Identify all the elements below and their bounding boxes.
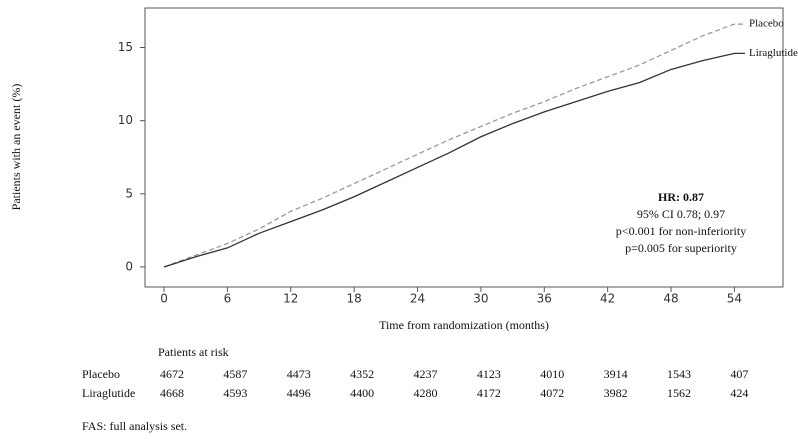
risk-value: 4593 bbox=[223, 386, 247, 400]
risk-value: 4473 bbox=[287, 367, 311, 381]
risk-row-name: Liraglutide bbox=[82, 386, 135, 400]
risk-value: 4400 bbox=[350, 386, 374, 400]
x-tick-label: 24 bbox=[410, 292, 425, 306]
x-tick-label: 54 bbox=[727, 292, 742, 306]
risk-value: 4587 bbox=[223, 367, 247, 381]
y-tick-label: 15 bbox=[118, 40, 133, 54]
y-axis-label: Patients with an event (%) bbox=[9, 84, 23, 211]
risk-value: 4672 bbox=[160, 367, 184, 381]
annotation: p<0.001 for non-inferiority bbox=[616, 224, 746, 238]
risk-value: 4352 bbox=[350, 367, 374, 381]
series-line bbox=[163, 52, 745, 268]
x-axis-label: Time from randomization (months) bbox=[379, 318, 549, 332]
plot-frame bbox=[144, 7, 784, 288]
risk-value: 4668 bbox=[160, 386, 184, 400]
y-tick-label: 0 bbox=[125, 259, 133, 273]
risk-value: 4123 bbox=[477, 367, 501, 381]
risk-value: 4010 bbox=[540, 367, 564, 381]
x-tick-label: 30 bbox=[473, 292, 488, 306]
risk-value: 1543 bbox=[667, 367, 691, 381]
risk-value: 3914 bbox=[604, 367, 628, 381]
risk-value: 3982 bbox=[604, 386, 628, 400]
risk-value: 4280 bbox=[414, 386, 438, 400]
series-label: Liraglutide bbox=[749, 47, 798, 59]
risk-value: 424 bbox=[730, 386, 748, 400]
risk-title: Patients at risk bbox=[158, 345, 229, 359]
risk-row-name: Placebo bbox=[82, 367, 120, 381]
x-tick-label: 0 bbox=[160, 292, 168, 306]
x-tick-label: 12 bbox=[283, 292, 298, 306]
x-tick-label: 36 bbox=[537, 292, 552, 306]
footnote: FAS: full analysis set. bbox=[82, 419, 187, 433]
risk-value: 4172 bbox=[477, 386, 501, 400]
y-tick-label: 10 bbox=[118, 113, 133, 127]
series-line bbox=[163, 23, 745, 268]
annotation: 95% CI 0.78; 0.97 bbox=[637, 207, 725, 221]
risk-value: 407 bbox=[730, 367, 748, 381]
x-tick-label: 6 bbox=[224, 292, 232, 306]
x-tick-label: 42 bbox=[600, 292, 615, 306]
x-tick-label: 18 bbox=[347, 292, 362, 306]
series-label: Placebo bbox=[749, 18, 784, 30]
risk-value: 1562 bbox=[667, 386, 691, 400]
x-tick-label: 48 bbox=[663, 292, 678, 306]
annotation: HR: 0.87 bbox=[658, 190, 704, 204]
risk-value: 4496 bbox=[287, 386, 311, 400]
risk-value: 4072 bbox=[540, 386, 564, 400]
y-tick-label: 5 bbox=[125, 186, 133, 200]
risk-value: 4237 bbox=[414, 367, 438, 381]
annotation: p=0.005 for superiority bbox=[625, 241, 737, 255]
